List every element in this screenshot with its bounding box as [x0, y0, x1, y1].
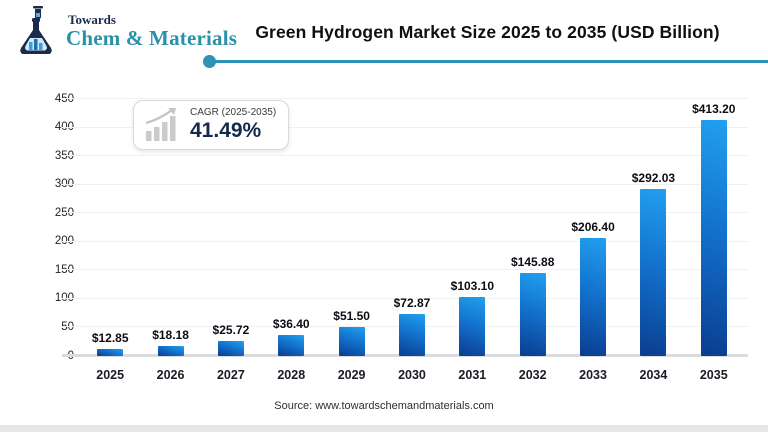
brand-logo: Towards Chem & Materials — [16, 6, 237, 56]
bar — [157, 345, 184, 356]
bar-column: $12.85 2025 — [80, 99, 140, 382]
plot-area: $12.85 2025 $18.18 2026 $25.72 2027 $36.40 2028… — [62, 98, 748, 382]
bar-value-label: $72.87 — [393, 296, 431, 311]
bar — [459, 297, 486, 356]
y-axis: 050100150200250300350400450 — [40, 93, 74, 361]
gridline — [62, 126, 748, 128]
bar — [700, 120, 727, 356]
bar — [580, 238, 607, 356]
bar — [97, 348, 124, 356]
x-axis-label: 2030 — [398, 368, 426, 382]
bar-column: $292.03 2034 — [623, 99, 683, 382]
title-underline — [203, 55, 768, 68]
y-tick-label: 300 — [54, 177, 74, 190]
y-tick-label: 100 — [54, 292, 74, 305]
bar — [519, 272, 546, 356]
bar-column: $72.87 2030 — [382, 99, 442, 382]
growth-chart-icon — [145, 108, 176, 141]
bar-column: $145.88 2032 — [503, 99, 563, 382]
logo-icon-stack — [16, 6, 62, 56]
logo-chem-materials: Chem & Materials — [66, 25, 238, 50]
bar — [640, 189, 667, 356]
bar — [278, 335, 305, 356]
gridline — [62, 155, 748, 157]
gridline — [62, 269, 748, 271]
bar — [217, 341, 244, 356]
gridline — [62, 240, 748, 242]
bar — [338, 326, 365, 356]
y-tick-label: 200 — [54, 235, 74, 248]
bar-value-label: $12.85 — [91, 330, 129, 345]
page-title: Green Hydrogen Market Size 2025 to 2035 … — [255, 22, 720, 42]
bar-column: $36.40 2028 — [261, 99, 321, 382]
y-tick-label: 450 — [54, 92, 74, 105]
x-axis-label: 2033 — [579, 368, 607, 382]
x-axis-label: 2031 — [458, 368, 487, 382]
flask-icon — [20, 18, 52, 54]
bar-column: $413.20 2035 — [684, 99, 744, 382]
bar-column: $206.40 2033 — [563, 99, 623, 382]
bar-value-label: $25.72 — [212, 323, 250, 338]
underline-dot — [203, 55, 216, 68]
gridline — [62, 297, 748, 299]
bar-column: $18.18 2026 — [140, 99, 200, 382]
bar — [398, 314, 425, 356]
bar-value-label: $36.40 — [272, 317, 310, 332]
source-note: Source: www.towardschemandmaterials.com — [274, 400, 494, 412]
x-axis-label: 2035 — [699, 368, 728, 382]
beaker-icon — [33, 6, 43, 19]
x-axis-label: 2034 — [639, 368, 668, 382]
bottom-strip — [0, 425, 768, 432]
bar-column: $51.50 2029 — [321, 99, 381, 382]
cagr-text: CAGR (2025-2035) 41.49% — [190, 107, 276, 143]
gridline — [62, 183, 748, 185]
x-axis-label: 2028 — [277, 368, 306, 382]
x-axis-label: 2029 — [337, 368, 366, 382]
bar-value-label: $103.10 — [450, 279, 495, 294]
y-tick-label: 250 — [54, 206, 74, 219]
y-tick-label: 50 — [61, 320, 74, 333]
bar-columns: $12.85 2025 $18.18 2026 $25.72 2027 $36.40 2028… — [80, 99, 744, 382]
y-tick-label: 350 — [54, 149, 74, 162]
bar-value-label: $292.03 — [631, 171, 676, 186]
cagr-badge: CAGR (2025-2035) 41.49% — [133, 100, 290, 150]
gridline — [62, 212, 748, 214]
cagr-value: 41.49% — [190, 118, 262, 142]
bar-value-label: $413.20 — [692, 102, 736, 117]
x-axis-label: 2026 — [156, 368, 185, 382]
logo-text: Towards Chem & Materials — [66, 13, 237, 49]
x-axis-label: 2027 — [216, 368, 245, 382]
x-axis-label: 2025 — [96, 368, 125, 382]
bar-value-label: $18.18 — [152, 327, 189, 342]
bar-value-label: $51.50 — [333, 308, 370, 323]
bar-column: $25.72 2027 — [201, 99, 261, 382]
bar-column: $103.10 2031 — [442, 99, 502, 382]
y-tick-label: 400 — [54, 120, 74, 133]
gridline — [62, 98, 748, 99]
x-axis-label: 2032 — [518, 368, 547, 382]
logo-towards: Towards — [68, 12, 116, 28]
y-tick-label: 150 — [54, 263, 74, 276]
cagr-label: CAGR (2025-2035) — [190, 107, 277, 119]
bar-value-label: $145.88 — [511, 254, 555, 269]
bar-value-label: $206.40 — [571, 220, 615, 235]
